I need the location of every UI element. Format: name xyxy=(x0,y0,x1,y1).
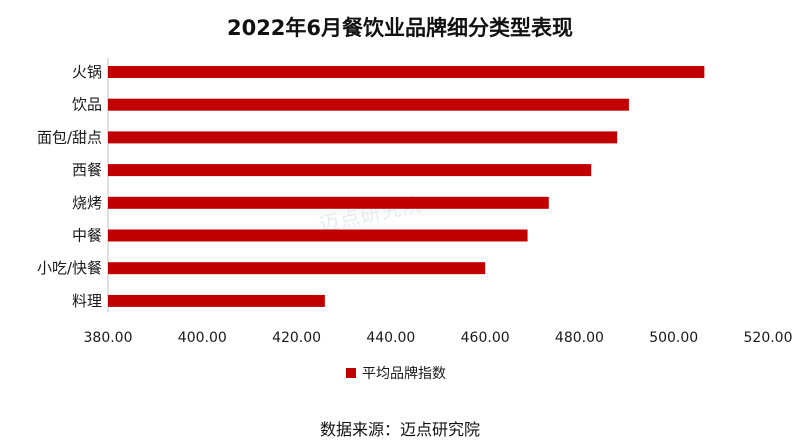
category-label: 料理 xyxy=(72,292,102,310)
bar xyxy=(108,196,549,209)
chart-title: 2022年6月餐饮业品牌细分类型表现 xyxy=(226,16,574,40)
category-label: 中餐 xyxy=(72,227,102,245)
bar xyxy=(108,294,325,307)
x-tick-label: 460.00 xyxy=(461,330,510,346)
x-tick-label: 480.00 xyxy=(555,330,604,346)
bar xyxy=(108,262,486,275)
x-tick-label: 500.00 xyxy=(649,330,698,346)
x-tick-label: 420.00 xyxy=(272,330,321,346)
x-tick-label: 440.00 xyxy=(366,330,415,346)
category-label: 烧烤 xyxy=(72,194,102,212)
data-source-note: 数据来源：迈点研究院 xyxy=(319,420,480,439)
bar xyxy=(108,131,618,144)
category-label: 饮品 xyxy=(72,96,102,114)
category-label: 面包/甜点 xyxy=(37,128,102,146)
category-label: 火锅 xyxy=(72,63,102,81)
bar xyxy=(108,229,528,242)
category-label: 小吃/快餐 xyxy=(37,259,102,277)
bar xyxy=(108,164,592,177)
x-tick-label: 520.00 xyxy=(744,330,793,346)
legend-swatch xyxy=(346,368,356,378)
bar xyxy=(108,98,629,111)
legend-label: 平均品牌指数 xyxy=(362,365,446,382)
x-tick-label: 380.00 xyxy=(84,330,133,346)
x-tick-label: 400.00 xyxy=(178,330,227,346)
bar xyxy=(108,66,705,78)
category-label: 西餐 xyxy=(72,161,102,179)
